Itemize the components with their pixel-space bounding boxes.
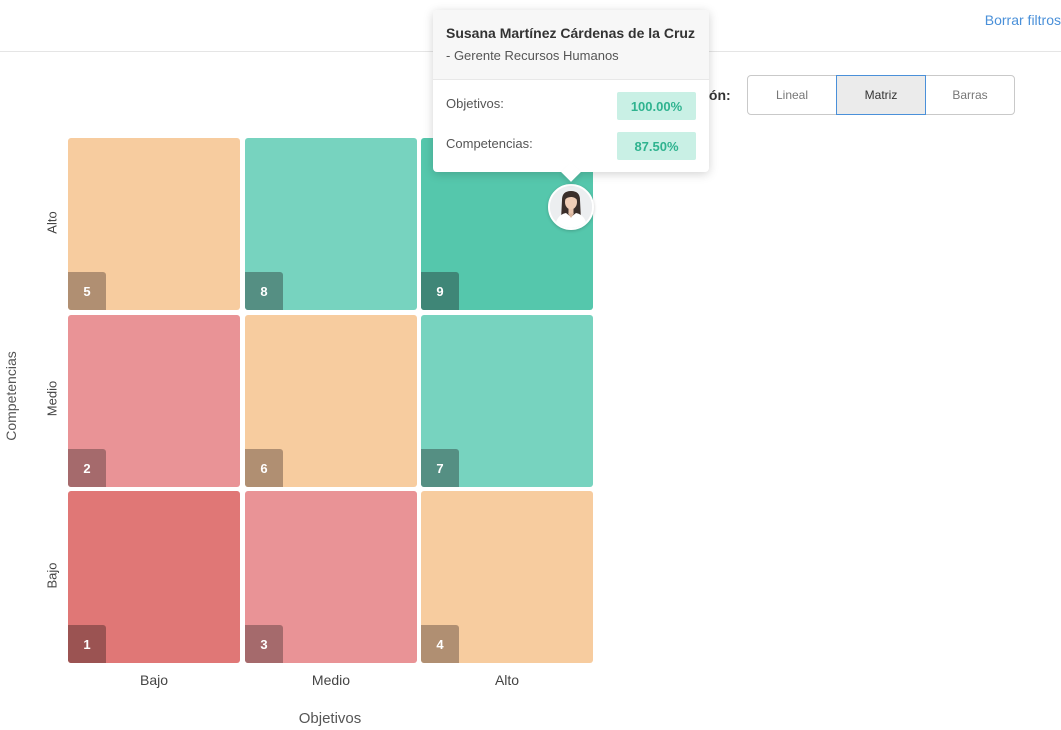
matrix-cell-8[interactable]: 8 (245, 138, 417, 310)
matrix-cell-5[interactable]: 5 (68, 138, 240, 310)
cell-number-badge: 6 (245, 449, 283, 487)
matrix-cell-3[interactable]: 3 (245, 491, 417, 663)
y-tick-medio: Medio (44, 380, 60, 417)
x-axis-title: Objetivos (298, 710, 362, 727)
matrix-cell-2[interactable]: 2 (68, 315, 240, 487)
cell-number-badge: 7 (421, 449, 459, 487)
view-toggle-group: Lineal Matriz Barras (747, 75, 1015, 115)
view-matriz-button[interactable]: Matriz (836, 75, 926, 115)
cell-number-badge: 5 (68, 272, 106, 310)
view-barras-button[interactable]: Barras (925, 75, 1015, 115)
cell-number-badge: 2 (68, 449, 106, 487)
cell-number-badge: 9 (421, 272, 459, 310)
y-tick-bajo: Bajo (44, 562, 60, 589)
matrix-cell-7[interactable]: 7 (421, 315, 593, 487)
employee-avatar[interactable] (548, 184, 594, 230)
matrix-cell-4[interactable]: 4 (421, 491, 593, 663)
view-lineal-button[interactable]: Lineal (747, 75, 837, 115)
employee-tooltip: Susana Martínez Cárdenas de la Cruz - Ge… (433, 10, 709, 172)
x-tick-bajo: Bajo (139, 672, 169, 688)
objetivos-label: Objetivos: (446, 96, 504, 111)
matrix-cell-6[interactable]: 6 (245, 315, 417, 487)
cell-number-badge: 1 (68, 625, 106, 663)
employee-name: Susana Martínez Cárdenas de la Cruz (446, 25, 695, 41)
y-tick-alto: Alto (44, 211, 60, 234)
employee-role: - Gerente Recursos Humanos (446, 48, 619, 63)
x-tick-alto: Alto (494, 672, 520, 688)
matrix-cell-1[interactable]: 1 (68, 491, 240, 663)
clear-filters-link[interactable]: Borrar filtros (984, 12, 1061, 28)
objetivos-value-badge: 100.00% (617, 92, 696, 120)
competencias-value-badge: 87.50% (617, 132, 696, 160)
x-tick-medio: Medio (311, 672, 351, 688)
cell-number-badge: 4 (421, 625, 459, 663)
view-selector-label: ión: (705, 87, 731, 103)
cell-number-badge: 8 (245, 272, 283, 310)
y-axis-title: Competencias (3, 351, 19, 441)
tooltip-header: Susana Martínez Cárdenas de la Cruz - Ge… (433, 10, 709, 80)
cell-number-badge: 3 (245, 625, 283, 663)
competencias-label: Competencias: (446, 136, 533, 151)
person-photo-icon (550, 186, 592, 228)
